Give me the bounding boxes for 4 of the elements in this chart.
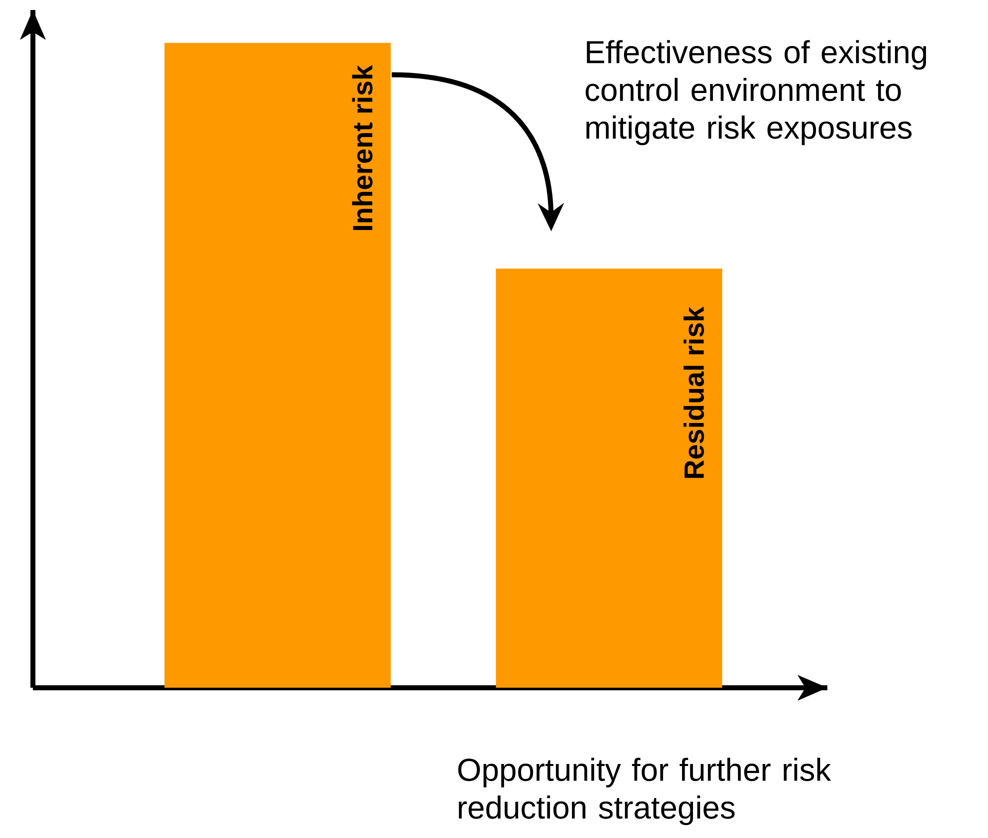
text: Opportunity for further risk reduction strategies [458,758,832,825]
x-tick-label: Residual risk [684,306,704,478]
annotation: Effectiveness of existing control environment to mitigate risk exposures [586,40,926,146]
x-tick-label: Inherent risk [352,64,373,230]
